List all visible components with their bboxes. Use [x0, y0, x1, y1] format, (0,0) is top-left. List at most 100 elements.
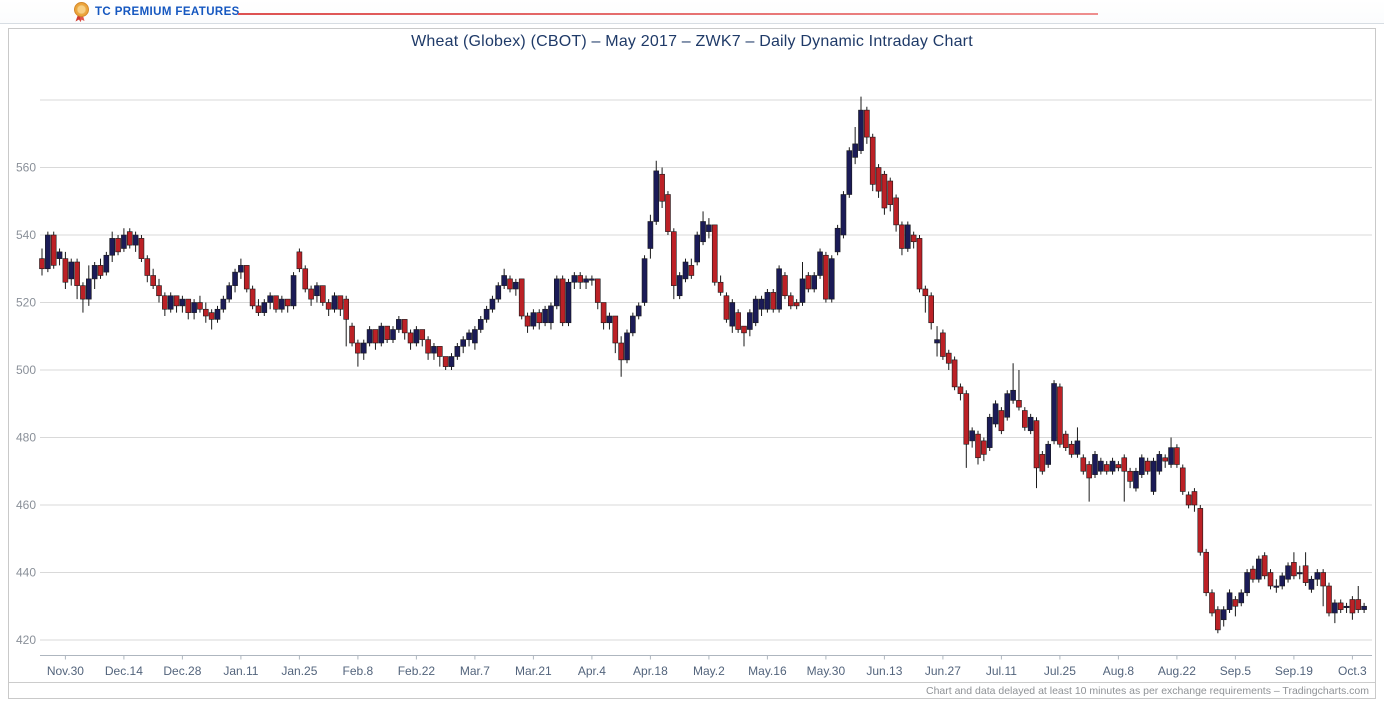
candle-body — [1320, 572, 1326, 587]
candle-body — [612, 315, 619, 344]
candle-body — [893, 197, 899, 226]
candle-body — [518, 278, 525, 317]
candle-body — [1109, 460, 1116, 472]
candle-body — [290, 275, 297, 307]
candle-body — [1191, 491, 1198, 506]
candle-body — [126, 231, 133, 246]
candle-body — [121, 234, 127, 249]
x-axis-label: May.30 — [807, 664, 846, 678]
candle-body — [419, 329, 426, 340]
candle-body — [197, 302, 203, 310]
candle-body — [1068, 443, 1075, 455]
candle-body — [1285, 565, 1291, 580]
candle-body — [1279, 575, 1285, 587]
candle-body — [817, 251, 823, 276]
candle-body — [945, 352, 952, 364]
candle-body — [501, 275, 507, 286]
candle-body — [97, 265, 104, 276]
candle-body — [618, 342, 624, 361]
x-axis-label: Aug.8 — [1103, 664, 1135, 678]
award-medal-icon — [74, 2, 89, 22]
candle-body — [343, 298, 350, 320]
candle-body — [1039, 454, 1046, 472]
x-axis-label: May.2 — [693, 664, 725, 678]
candle-body — [191, 302, 197, 313]
candle-body — [1314, 572, 1321, 580]
candle-body — [384, 325, 390, 340]
candle-body — [431, 346, 437, 354]
brand-label[interactable]: TC PREMIUM FEATURES — [95, 6, 240, 18]
candle-body — [238, 265, 244, 273]
candle-body — [489, 298, 496, 310]
candle-body — [922, 288, 929, 297]
candle-body — [220, 298, 227, 310]
candle-body — [50, 234, 57, 266]
x-axis-label: Apr.18 — [633, 664, 668, 678]
candle-body — [319, 285, 326, 303]
candle-body — [314, 285, 320, 297]
candle-body — [1185, 494, 1192, 506]
candle-body — [635, 305, 642, 317]
chart-title: Wheat (Globex) (CBOT) – May 2017 – ZWK7 … — [411, 33, 973, 50]
candle-body — [203, 308, 209, 317]
candle-body — [442, 356, 449, 367]
candle-body — [717, 281, 724, 293]
disclaimer-text: Chart and data delayed at least 10 minut… — [925, 685, 1369, 697]
candle-body — [284, 298, 291, 307]
candle-body — [904, 224, 911, 249]
y-axis-label: 440 — [16, 566, 36, 580]
candle-body — [261, 302, 268, 313]
candle-body — [1051, 383, 1057, 442]
candle-body — [583, 278, 589, 283]
candle-body — [1098, 460, 1104, 472]
candle-body — [951, 359, 958, 388]
candle-body — [711, 224, 718, 283]
candle-body — [331, 295, 338, 310]
chart-panel: Wheat (Globex) (CBOT) – May 2017 – ZWK7 … — [8, 28, 1376, 699]
candle-body — [747, 312, 753, 330]
candle-body — [553, 278, 560, 307]
candle-body — [1250, 568, 1256, 580]
candle-body — [1045, 443, 1051, 465]
candle-body — [589, 278, 595, 281]
candle-body — [787, 295, 794, 307]
candle-body — [1273, 585, 1280, 588]
candle-body — [899, 224, 905, 249]
candle-body — [372, 329, 379, 344]
candle-body — [45, 234, 51, 270]
candle-body — [1361, 605, 1367, 610]
candle-body — [109, 238, 115, 256]
footer-divider — [9, 682, 1375, 683]
y-axis-label: 480 — [16, 431, 36, 445]
candle-body — [670, 231, 677, 286]
candle-body — [571, 275, 578, 283]
candle-body — [1174, 447, 1180, 465]
x-axis-label: Feb.8 — [343, 664, 374, 678]
candle-body — [1355, 599, 1362, 610]
candle-body — [279, 298, 285, 310]
candle-body — [1162, 457, 1168, 462]
candle-body — [302, 268, 309, 290]
candle-body — [916, 238, 923, 290]
candle-body — [56, 251, 63, 259]
candle-body — [811, 275, 818, 290]
candle-body — [992, 403, 999, 425]
candle-body — [1349, 599, 1356, 614]
candle-body — [659, 173, 665, 202]
candle-body — [782, 275, 788, 297]
candle-body — [68, 261, 75, 280]
candle-body — [969, 430, 975, 442]
candle-body — [138, 238, 145, 259]
x-axis-label: Jan.25 — [281, 664, 317, 678]
candle-body — [167, 295, 174, 310]
candle-body — [62, 258, 69, 283]
candle-body — [840, 194, 847, 236]
candle-body — [542, 308, 548, 324]
candle-body — [483, 308, 490, 320]
candle-body — [243, 265, 250, 290]
candle-body — [436, 346, 443, 357]
candle-body — [594, 278, 601, 303]
candle-body — [162, 295, 168, 310]
candle-body — [1115, 464, 1122, 469]
